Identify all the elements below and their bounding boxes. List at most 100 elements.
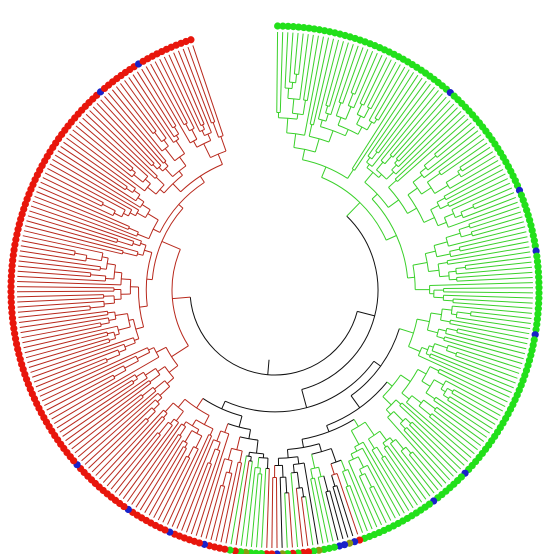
branch [348, 461, 378, 528]
branch-arc [450, 306, 453, 315]
branch [378, 174, 382, 178]
branch [27, 215, 117, 243]
branch-arc [301, 418, 355, 440]
branch [445, 168, 504, 201]
branch [59, 382, 135, 433]
branch [317, 39, 339, 120]
branch [66, 137, 136, 189]
branch [36, 191, 129, 230]
branch [106, 354, 121, 361]
branch [17, 290, 114, 293]
leaf-dot [535, 273, 543, 281]
branch [436, 197, 446, 203]
branch [301, 389, 308, 408]
branch [366, 121, 373, 131]
branch [203, 143, 211, 158]
branch [345, 106, 352, 120]
branch [386, 171, 395, 180]
branch [60, 146, 126, 191]
branch [17, 275, 106, 282]
branch [118, 425, 173, 496]
branch [285, 477, 288, 493]
branch-arc [371, 446, 378, 451]
branch [400, 374, 411, 382]
branch [468, 206, 520, 225]
branch [23, 230, 123, 255]
branch [442, 308, 452, 311]
branch [306, 35, 319, 101]
branch [419, 167, 427, 173]
branch [141, 204, 151, 211]
branch [344, 129, 349, 136]
branch [257, 457, 260, 468]
branch [321, 166, 327, 178]
branch-arc [151, 207, 184, 280]
branch [177, 398, 186, 408]
branch-arc [403, 427, 408, 431]
branch [145, 368, 156, 376]
branch [238, 415, 243, 428]
branch [325, 41, 344, 106]
branch [295, 74, 298, 83]
branch-arc [412, 181, 422, 195]
branch [456, 276, 533, 282]
branch [120, 83, 157, 132]
branch-arc [394, 178, 398, 182]
branch [452, 302, 533, 309]
branch-arc [239, 436, 259, 441]
branch [449, 323, 529, 340]
branch [245, 467, 256, 547]
branch [436, 126, 476, 158]
branch [394, 114, 465, 180]
branch [159, 386, 171, 396]
branch-arc [424, 253, 430, 272]
branch [347, 469, 373, 530]
branch-arc [165, 347, 179, 366]
branch [291, 82, 294, 89]
branch [163, 139, 169, 147]
branch-arc [417, 347, 423, 356]
leaf-dot [535, 289, 543, 297]
branch [34, 195, 137, 237]
branch-arc [351, 421, 366, 432]
branch [418, 405, 431, 416]
branch-arc [421, 366, 431, 382]
branch [256, 440, 259, 454]
branch [52, 159, 139, 211]
branch [416, 318, 430, 323]
branch [462, 196, 516, 219]
branch [408, 346, 421, 352]
branch-arc [320, 126, 346, 137]
branch [367, 77, 423, 157]
branch [298, 33, 304, 75]
branch [220, 136, 227, 152]
branch [332, 486, 349, 538]
branch-arc [459, 167, 463, 172]
branch [368, 64, 401, 121]
branch [173, 126, 180, 135]
branch [364, 421, 375, 436]
branch [18, 310, 108, 323]
branch [221, 401, 226, 410]
branch [357, 126, 363, 135]
branch-arc [310, 123, 314, 126]
branch [310, 478, 324, 544]
branch [17, 286, 114, 289]
branch [337, 117, 342, 126]
branch [448, 226, 526, 247]
branch [230, 455, 247, 545]
branch [227, 448, 232, 460]
branch [181, 462, 209, 531]
branch [178, 204, 184, 209]
branch [318, 467, 322, 477]
branch [128, 227, 139, 233]
branch [330, 463, 335, 475]
branch [154, 380, 166, 390]
branch [318, 443, 323, 452]
branch [141, 386, 154, 397]
branch [196, 429, 200, 434]
branch [470, 311, 532, 319]
branch-arc [164, 366, 175, 379]
branch-arc [227, 423, 251, 431]
branch [373, 360, 381, 367]
